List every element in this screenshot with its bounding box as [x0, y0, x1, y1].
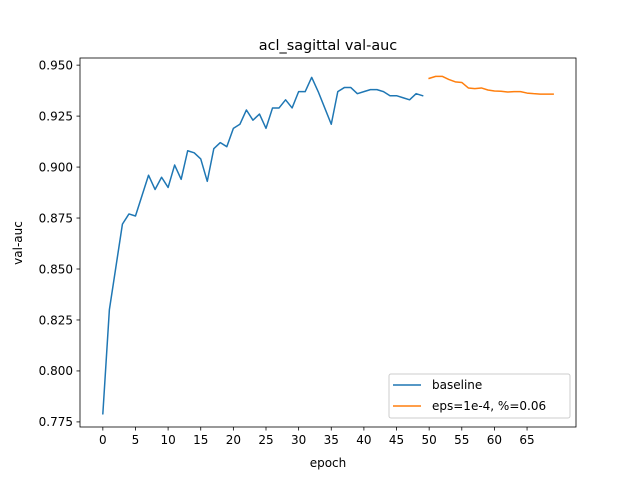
x-tick-label: 15 [193, 433, 208, 447]
x-tick-label: 45 [389, 433, 404, 447]
series-line-baseline [102, 76, 424, 415]
legend-frame [388, 373, 571, 419]
y-axis-label: val-auc [11, 221, 25, 265]
y-tick-label: 0.825 [39, 313, 73, 327]
x-tick-label: 20 [226, 433, 241, 447]
x-tick-label: 5 [132, 433, 140, 447]
x-tick-label: 10 [160, 433, 175, 447]
y-tick-label: 0.775 [39, 415, 73, 429]
x-tick-label: 60 [487, 433, 502, 447]
plot-area: 0 5 10 15 20 25 30 35 40 45 50 55 60 65 0.775 0.800 0.82… [39, 57, 577, 447]
y-tick-label: 0.800 [39, 364, 73, 378]
legend: baseline eps=1e-4, %=0.06 [388, 373, 571, 419]
y-tick-label: 0.925 [39, 109, 73, 123]
x-tick-label: 50 [422, 433, 437, 447]
y-tick-label: 0.850 [39, 262, 73, 276]
x-tick-label: 55 [454, 433, 469, 447]
legend-label-baseline: baseline [432, 378, 482, 392]
x-tick-label: 25 [258, 433, 273, 447]
x-tick-label: 35 [324, 433, 339, 447]
x-tick-label: 30 [291, 433, 306, 447]
axes-frame [79, 57, 577, 428]
y-tick-label: 0.875 [39, 211, 73, 225]
chart-title: acl_sagittal val-auc [259, 38, 398, 54]
x-tick-label: 0 [99, 433, 107, 447]
x-axis-label: epoch [310, 456, 347, 470]
series-line-eps [428, 75, 554, 95]
y-tick-label: 0.900 [39, 160, 73, 174]
y-tick-label: 0.950 [39, 58, 73, 72]
legend-label-eps: eps=1e-4, %=0.06 [432, 399, 546, 413]
x-tick-label: 40 [356, 433, 371, 447]
x-tick-label: 65 [519, 433, 534, 447]
